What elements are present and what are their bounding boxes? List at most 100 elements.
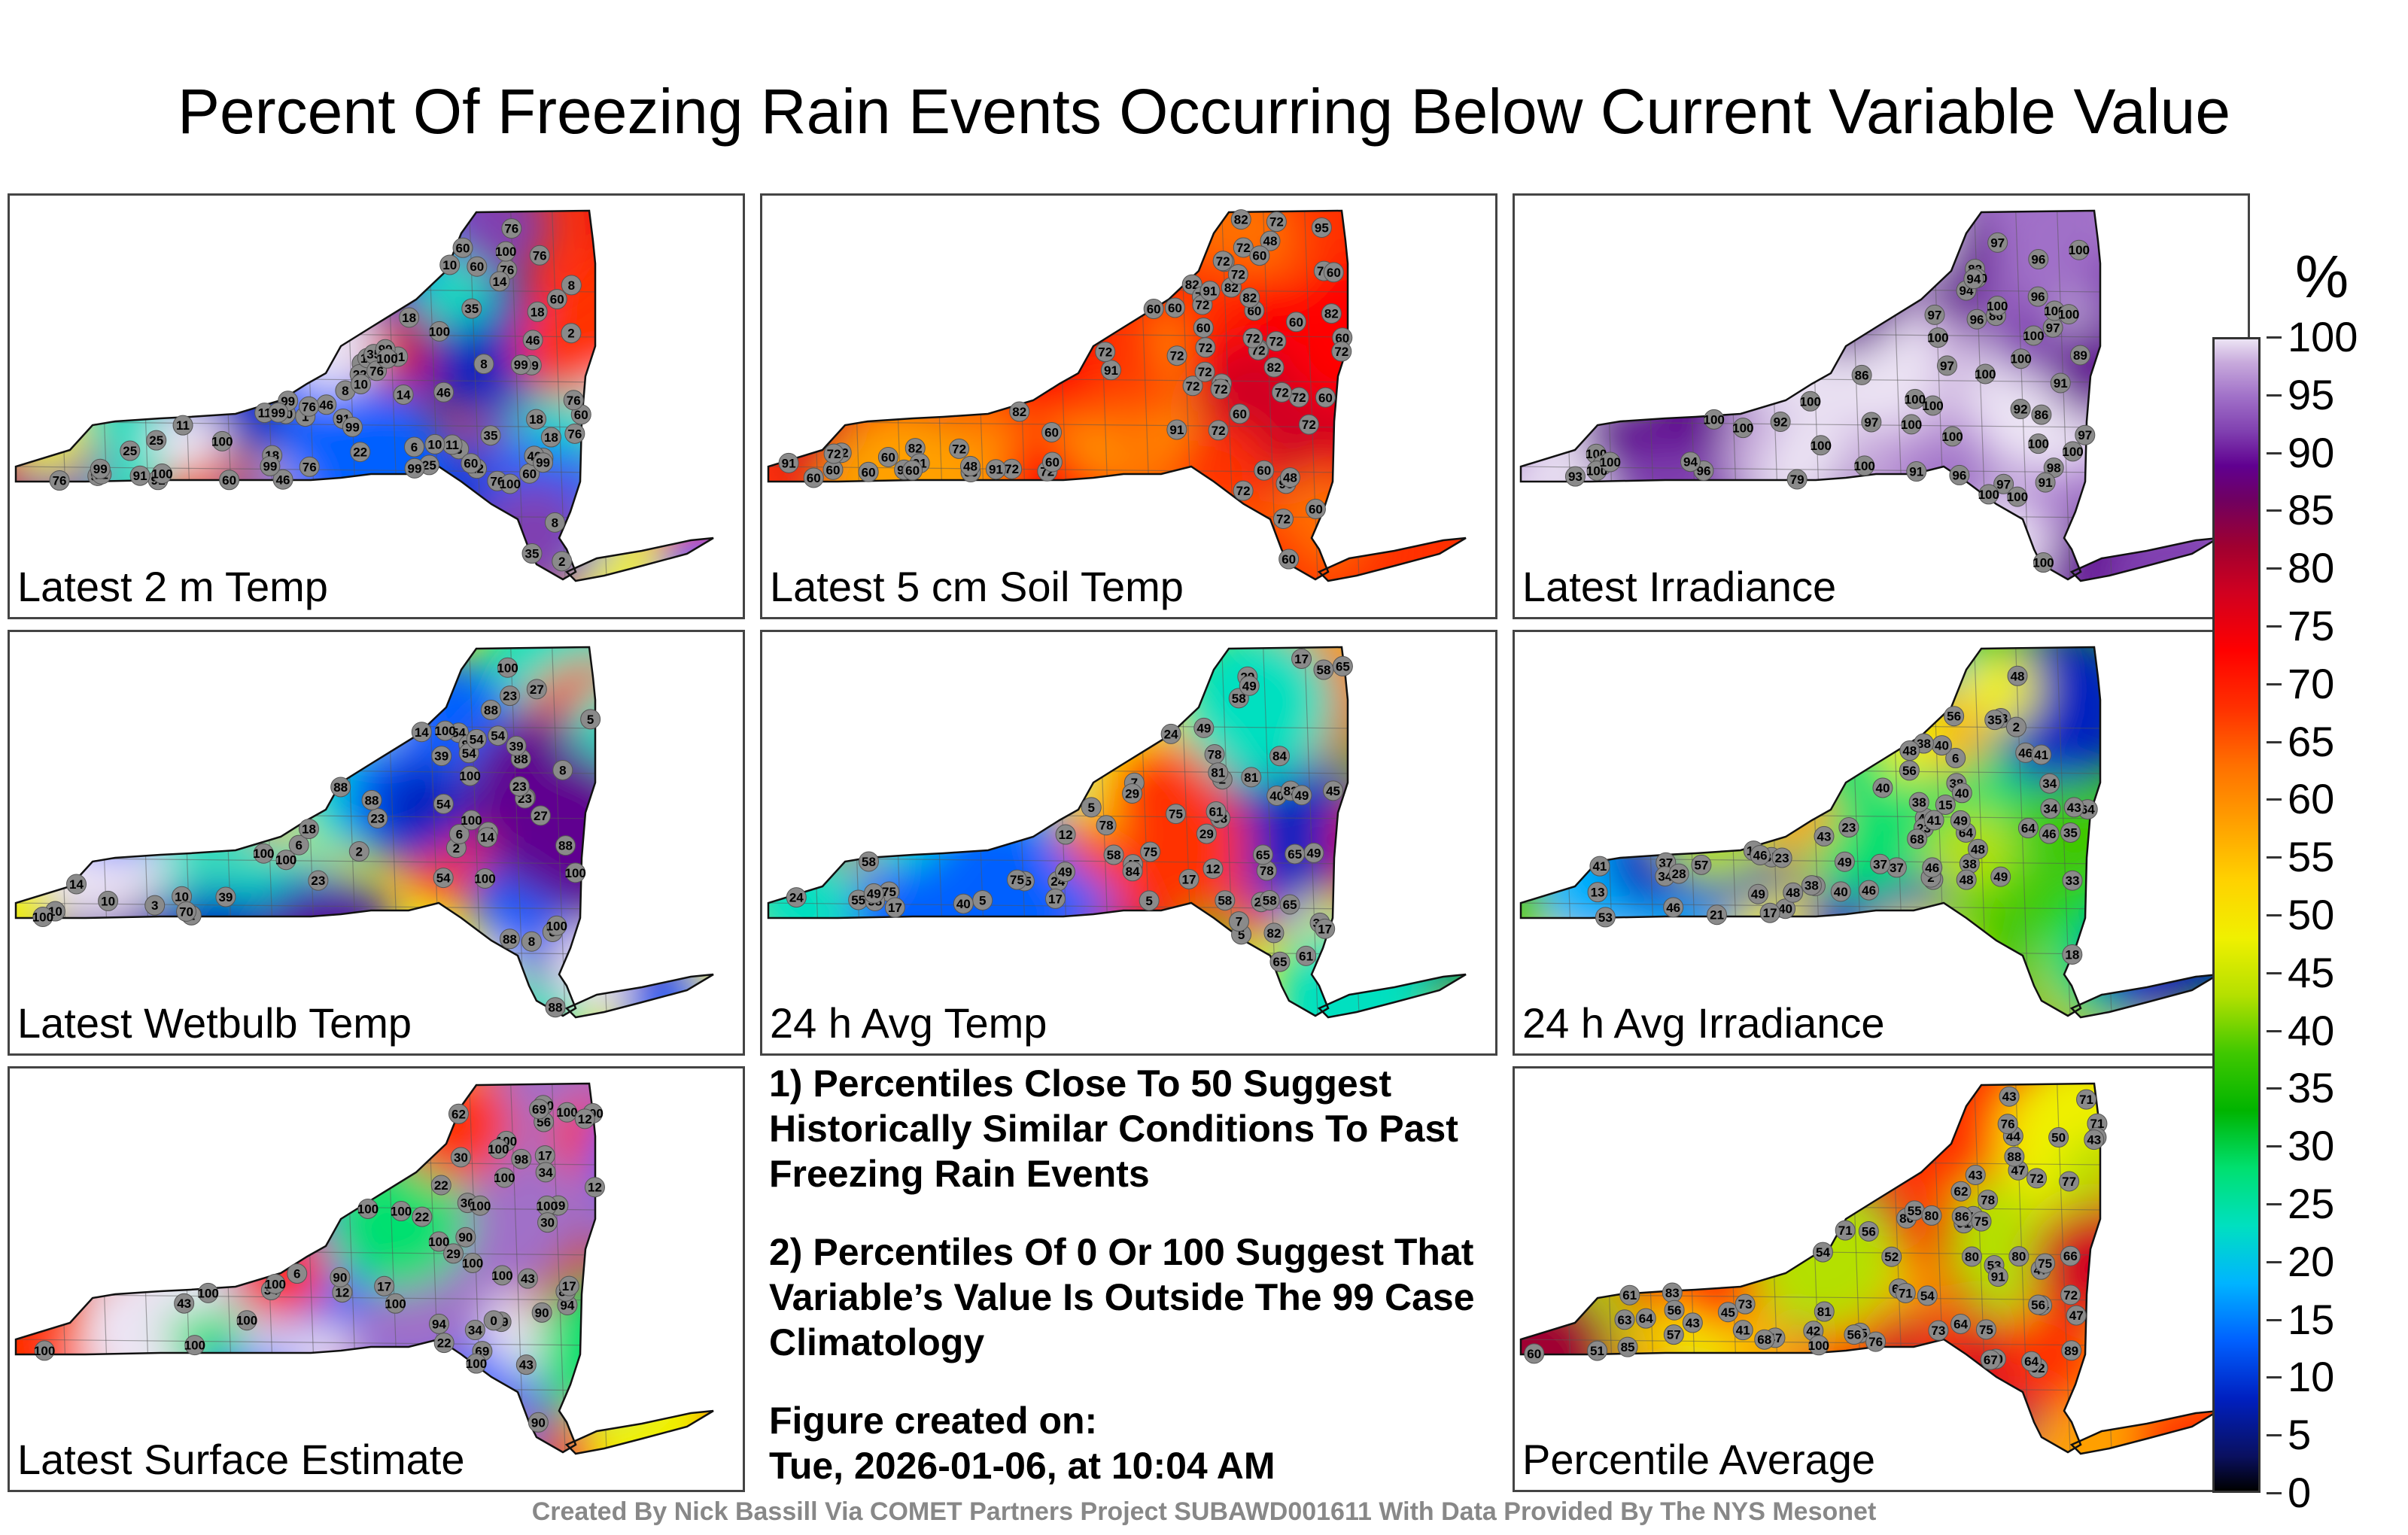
station-marker: 48: [1260, 230, 1281, 251]
station-value: 72: [1198, 365, 1212, 379]
station-marker: 72: [1266, 211, 1287, 233]
station-marker: 23: [500, 685, 521, 707]
station-value: 81: [1817, 1305, 1832, 1319]
station-marker: 48: [1899, 740, 1920, 761]
station-value: 72: [1236, 484, 1251, 498]
station-value: 60: [456, 241, 470, 255]
panel-label: Percentile Average: [1522, 1436, 1876, 1483]
colorbar-tick: [2267, 1376, 2282, 1379]
station-value: 72: [1302, 418, 1316, 432]
colorbar-tick: [2267, 1260, 2282, 1263]
station-marker: 48: [1956, 869, 1977, 890]
station-value: 29: [446, 1247, 461, 1261]
station-value: 5: [979, 893, 986, 907]
station-marker: 14: [489, 271, 510, 292]
station-value: 91: [782, 456, 796, 470]
station-value: 43: [177, 1296, 191, 1311]
station-value: 100: [391, 1205, 412, 1219]
colorbar-unit: %: [2295, 243, 2349, 310]
station-value: 18: [2065, 947, 2079, 962]
station-value: 47: [2011, 1163, 2025, 1178]
station-value: 82: [1267, 360, 1282, 375]
station-value: 99: [536, 456, 550, 470]
station-value: 10: [354, 377, 368, 391]
station-value: 49: [1307, 846, 1321, 860]
station-value: 60: [1527, 1347, 1541, 1361]
station-value: 17: [1048, 892, 1063, 906]
station-value: 65: [1288, 847, 1302, 862]
station-value: 48: [1971, 842, 1985, 856]
station-value: 76: [567, 394, 581, 408]
station-marker: 99: [342, 416, 363, 437]
station-marker: 40: [1775, 898, 1796, 919]
station-value: 86: [1955, 1210, 1969, 1224]
station-value: 91: [1991, 1270, 2005, 1284]
station-value: 71: [1838, 1223, 1853, 1238]
colorbar-tick-label: 65: [2288, 717, 2335, 765]
station-marker: 6: [448, 823, 470, 844]
station-marker: 8: [552, 759, 573, 780]
station-value: 40: [1935, 739, 1949, 753]
station-marker: 60: [858, 461, 879, 482]
station-value: 2: [558, 555, 565, 569]
station-marker: 78: [1256, 860, 1277, 881]
station-value: 97: [1864, 415, 1878, 430]
station-value: 96: [1952, 468, 1966, 482]
station-value: 8: [480, 357, 487, 372]
station-value: 96: [2031, 290, 2045, 304]
station-value: 100: [2058, 308, 2079, 322]
station-marker: 88: [2004, 1146, 2025, 1167]
station-marker: 91: [1906, 461, 1927, 482]
station-marker: 60: [1193, 317, 1214, 338]
station-marker: 75: [1006, 869, 1027, 890]
station-marker: 11: [442, 434, 463, 455]
station-value: 37: [1890, 861, 1904, 875]
state-field: [768, 211, 1466, 581]
station-value: 25: [123, 444, 137, 458]
station-marker: 17: [374, 1275, 395, 1296]
station-value: 69: [532, 1102, 546, 1117]
station-value: 100: [1901, 418, 1922, 432]
station-value: 40: [1269, 789, 1284, 803]
station-value: 92: [1774, 415, 1788, 429]
station-marker: 13: [1587, 882, 1608, 903]
station-value: 76: [303, 460, 317, 474]
station-marker: 68: [1754, 1329, 1775, 1350]
station-value: 23: [512, 780, 527, 794]
station-marker: 0: [483, 1310, 504, 1331]
station-marker: 48: [1279, 467, 1300, 488]
station-marker: 27: [526, 679, 547, 700]
station-value: 72: [1269, 215, 1284, 229]
station-value: 72: [827, 447, 841, 461]
station-marker: 100: [546, 915, 567, 936]
station-marker: 99: [90, 458, 111, 479]
station-value: 8: [528, 935, 535, 949]
station-marker: 54: [433, 793, 454, 814]
station-marker: 65: [1269, 951, 1291, 972]
station-marker: 43: [1965, 1165, 1986, 1186]
station-marker: 18: [2062, 944, 2083, 965]
station-value: 100: [428, 1235, 449, 1249]
station-marker: 100: [2062, 441, 2084, 462]
station-value: 89: [2073, 348, 2087, 363]
station-value: 15: [1938, 798, 1953, 812]
station-value: 27: [530, 682, 544, 697]
station-marker: 41: [2031, 744, 2052, 765]
station-marker: 6: [404, 436, 425, 457]
station-value: 29: [1199, 827, 1214, 841]
station-marker: 100: [357, 1198, 379, 1219]
station-marker: 100: [376, 348, 398, 369]
station-marker: 73: [1928, 1320, 1949, 1341]
station-value: 23: [503, 689, 517, 704]
station-value: 6: [295, 838, 302, 853]
station-value: 60: [862, 465, 876, 479]
colorbar: [2212, 337, 2261, 1493]
station-marker: 10: [350, 373, 371, 394]
station-marker: 100: [491, 1265, 513, 1286]
long-island-outline: [564, 1409, 714, 1455]
station-value: 100: [253, 847, 274, 861]
station-marker: 82: [1239, 287, 1260, 309]
station-marker: 100: [1901, 414, 1922, 435]
station-value: 75: [1010, 873, 1024, 887]
station-value: 34: [2042, 777, 2057, 791]
